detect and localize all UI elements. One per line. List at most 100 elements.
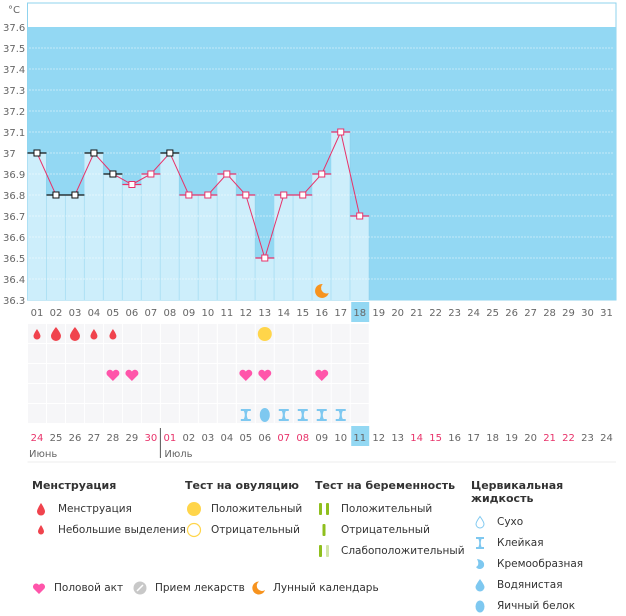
x-tick-label: 28	[543, 308, 556, 319]
legend-item: Менструация	[32, 498, 186, 519]
empty-circle-icon	[185, 522, 203, 538]
event-cell	[293, 324, 312, 343]
x-tick-label: 23	[448, 308, 461, 319]
temperature-bar	[65, 195, 85, 300]
event-cell	[274, 384, 293, 403]
legend-title: Тест на беременность	[315, 479, 456, 492]
legend-item: Отрицательный	[315, 519, 465, 540]
data-point	[71, 191, 79, 199]
x-tick-label: 07	[145, 308, 158, 319]
y-tick-label: 37.6	[3, 23, 25, 34]
creamy-icon	[471, 556, 489, 572]
x-tick-label: 01	[31, 308, 44, 319]
x-tick-label: 27	[524, 308, 537, 319]
calendar-date: 13	[391, 433, 404, 444]
event-cell	[350, 344, 369, 363]
legend-item: Небольшие выделения	[32, 519, 186, 540]
sticky-icon	[278, 409, 289, 421]
event-cell	[84, 344, 103, 363]
large-drop-icon	[69, 327, 80, 342]
watery-drop-icon	[471, 577, 489, 593]
event-cell	[597, 404, 616, 423]
event-cell	[141, 384, 160, 403]
event-cell	[597, 384, 616, 403]
event-cell	[312, 344, 331, 363]
moon-icon	[249, 580, 267, 596]
x-tick-label: 31	[600, 308, 613, 319]
event-cell	[217, 344, 236, 363]
event-cell	[388, 384, 407, 403]
calendar-date: 11	[353, 433, 366, 444]
event-cell	[559, 344, 578, 363]
calendar-date: 05	[239, 433, 252, 444]
data-point	[33, 149, 41, 157]
temperature-bar	[274, 195, 294, 300]
x-tick-label: 12	[239, 308, 252, 319]
legend-item: Яичный белок	[471, 595, 626, 616]
x-tick-label: 15	[296, 308, 309, 319]
calendar-date: 19	[505, 433, 518, 444]
event-cell	[84, 364, 103, 383]
event-cell	[559, 364, 578, 383]
event-cell	[388, 344, 407, 363]
bbt-chart: °C 37.6 37.5 37.4 37.3 37.2 37.1 37 36.9 36.8 36.7…	[3, 2, 617, 463]
legend-intercourse: Половой акт	[30, 580, 123, 596]
event-cell	[388, 324, 407, 343]
event-cell	[578, 344, 597, 363]
event-cell	[388, 364, 407, 383]
data-point	[337, 128, 345, 136]
data-point	[147, 170, 155, 178]
heart-icon	[315, 369, 329, 381]
temperature-bar	[293, 195, 313, 300]
x-tick-label: 08	[164, 308, 177, 319]
y-tick-label: 37.2	[3, 107, 25, 118]
data-point	[318, 170, 326, 178]
data-point	[356, 212, 364, 220]
small-drop-icon	[33, 329, 41, 340]
event-cell	[426, 384, 445, 403]
event-cell	[350, 404, 369, 423]
calendar-date: 24	[31, 433, 44, 444]
event-cell	[255, 384, 274, 403]
event-cell	[540, 384, 559, 403]
event-cell	[46, 344, 65, 363]
small-drop-icon	[32, 522, 50, 538]
temperature-bar	[331, 132, 351, 300]
event-cell	[274, 364, 293, 383]
event-cell	[597, 344, 616, 363]
y-tick-label: 36.9	[3, 170, 25, 181]
data-point	[223, 170, 231, 178]
event-cell	[578, 364, 597, 383]
event-cell	[122, 384, 141, 403]
event-cell	[464, 404, 483, 423]
temperature-bar	[312, 174, 332, 300]
event-cell	[445, 404, 464, 423]
event-cell	[46, 364, 65, 383]
event-cell	[160, 344, 179, 363]
y-axis-unit: °C	[8, 5, 20, 16]
large-drop-icon	[50, 327, 61, 342]
event-cell	[65, 364, 84, 383]
x-tick-label: 20	[391, 308, 404, 319]
y-tick-label: 36.3	[3, 296, 25, 307]
event-cell	[198, 384, 217, 403]
temperature-bar	[103, 174, 123, 300]
y-tick-label: 36.7	[3, 212, 25, 223]
legend-pregnancy: Тест на беременность Положительный Отриц…	[315, 479, 465, 561]
event-cell	[578, 324, 597, 343]
x-tick-label: 03	[69, 308, 82, 319]
event-cell	[103, 404, 122, 423]
event-cell	[426, 364, 445, 383]
event-cell	[28, 384, 46, 403]
event-cell	[540, 324, 559, 343]
event-cell	[65, 384, 84, 403]
event-cell	[122, 324, 141, 343]
temperature-bar	[160, 153, 180, 300]
event-cell	[331, 344, 350, 363]
calendar-date: 21	[543, 433, 556, 444]
event-cell	[540, 404, 559, 423]
event-cell	[540, 364, 559, 383]
x-tick-label: 13	[258, 308, 271, 319]
event-cell	[274, 324, 293, 343]
legend-title: Менструация	[32, 479, 117, 492]
